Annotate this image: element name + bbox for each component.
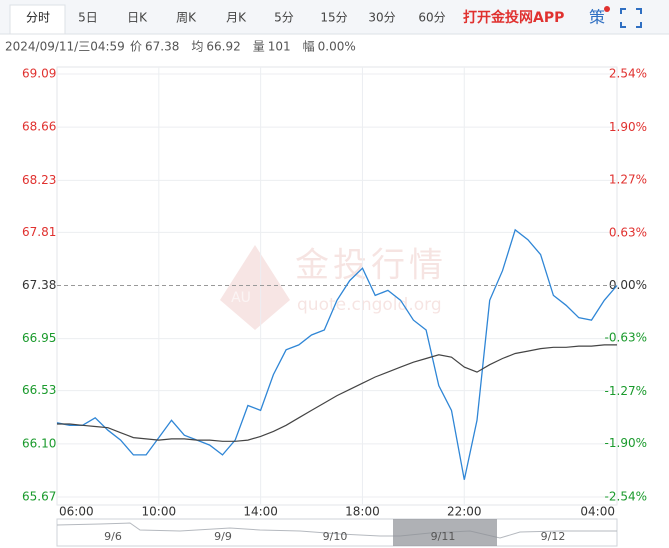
y-tick-label: 66.10 <box>22 436 56 450</box>
x-tick-label: 04:00 <box>580 505 615 519</box>
navigator-label: 9/12 <box>541 530 566 543</box>
average-line <box>57 344 617 442</box>
navigator-label: 9/9 <box>214 530 232 543</box>
x-tick-label: 22:00 <box>447 505 482 519</box>
info-value: 67.38 <box>145 40 179 54</box>
watermark-title: 金投行情 <box>295 246 447 286</box>
y-tick-label: 65.67 <box>22 490 56 504</box>
info-value: 66.92 <box>206 40 240 54</box>
watermark-url: quote.cngold.org <box>297 295 442 315</box>
fullscreen-button[interactable] <box>620 8 642 28</box>
watermark-logo <box>220 245 290 330</box>
y2-tick-label: -1.90% <box>605 436 647 450</box>
x-tick-label: 14:00 <box>243 505 278 519</box>
y-tick-label: 68.23 <box>22 173 56 187</box>
toolbar <box>0 0 669 34</box>
price-line <box>56 228 618 480</box>
y2-tick-label: 1.90% <box>609 120 647 134</box>
info-label: 量 <box>253 40 265 54</box>
tab[interactable]: 月K <box>226 11 247 25</box>
selected-tab-box <box>9 4 66 35</box>
strategy-button[interactable]: 策 <box>589 8 605 27</box>
info-label: 均 <box>191 40 203 54</box>
x-tick-label: 06:00 <box>59 505 94 519</box>
y2-tick-label: -1.27% <box>605 384 647 398</box>
y-tick-label: 68.66 <box>22 120 56 134</box>
y2-tick-label: 1.27% <box>609 172 647 186</box>
info-value: 0.00% <box>318 40 356 54</box>
tab[interactable]: 30分 <box>368 11 395 25</box>
y2-tick-label: 0.63% <box>609 226 647 240</box>
y2-tick-label: -2.54% <box>605 490 647 504</box>
y-tick-label: 66.53 <box>22 383 56 397</box>
tab[interactable]: 15分 <box>320 11 347 25</box>
y2-tick-label: -0.63% <box>605 330 647 344</box>
y-tick-label: 66.95 <box>22 331 56 345</box>
y-tick-label: 67.81 <box>22 225 56 239</box>
info-value: 101 <box>268 40 291 54</box>
badge-dot <box>604 6 610 12</box>
navigator[interactable] <box>56 518 618 547</box>
x-tick-label: 10:00 <box>142 505 177 519</box>
info-label: 价 <box>130 40 142 54</box>
navigator-line <box>56 522 617 539</box>
info-label: 幅 <box>303 39 315 54</box>
info-datetime: 2024/09/11/三04:59 <box>5 40 125 54</box>
navigator-label: 9/6 <box>104 530 122 543</box>
watermark-logo-text: AU <box>231 290 251 306</box>
y2-tick-label: 0.00% <box>609 278 647 292</box>
navigator-label: 9/11 <box>431 530 456 543</box>
navigator-label: 9/10 <box>323 530 348 543</box>
navigator-window[interactable] <box>393 519 497 546</box>
x-tick-label: 18:00 <box>345 505 380 519</box>
tab[interactable]: 60分 <box>418 11 445 25</box>
y-tick-label: 69.09 <box>22 67 56 81</box>
tab[interactable]: 日K <box>127 11 148 25</box>
tab[interactable]: 分时 <box>26 11 50 25</box>
tab[interactable]: 5日 <box>78 11 98 25</box>
app-link[interactable]: 打开金投网APP <box>463 9 564 26</box>
tab[interactable]: 5分 <box>274 11 294 25</box>
y2-tick-label: 2.54% <box>609 67 647 81</box>
y-tick-label: 67.38 <box>22 278 56 292</box>
watermark <box>220 245 290 330</box>
tab[interactable]: 周K <box>176 11 197 25</box>
